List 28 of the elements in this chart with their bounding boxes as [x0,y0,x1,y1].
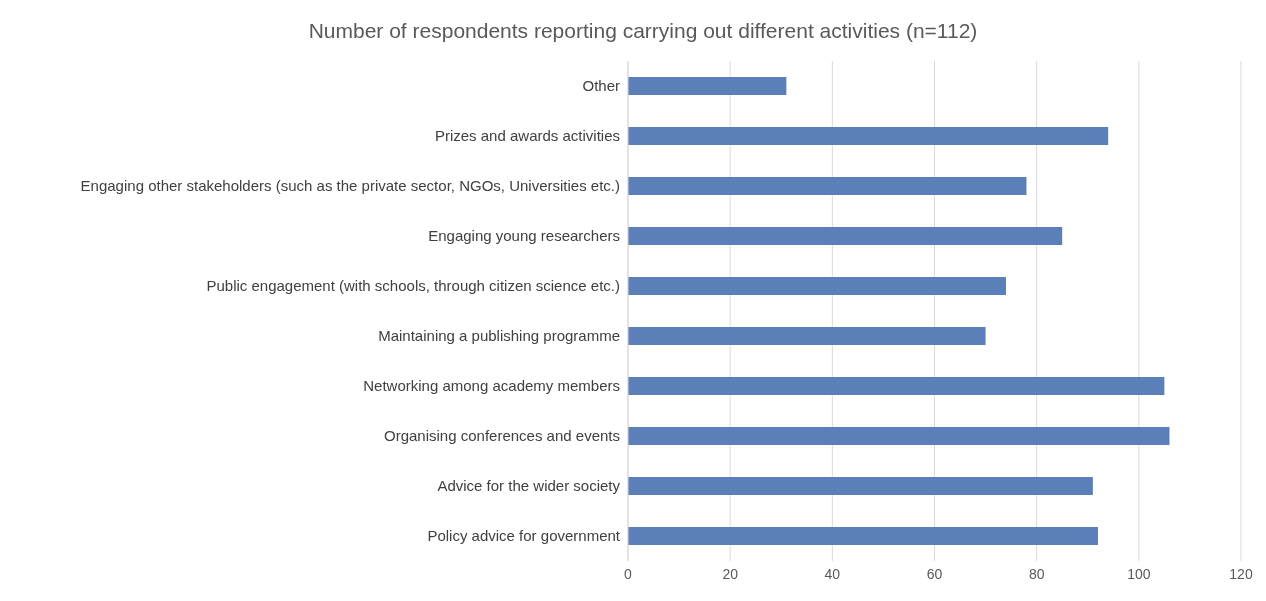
x-tick-label: 120 [1229,565,1253,582]
x-tick-label: 60 [926,565,943,582]
bar [628,477,1093,495]
y-tick-label: Policy advice for government [427,527,621,545]
y-tick-label: Advice for the wider society [437,477,621,495]
x-tick-label: 80 [1028,565,1045,582]
y-tick-label: Networking among academy members [363,377,620,395]
x-tick-label: 100 [1127,565,1151,582]
y-tick-label: Organising conferences and events [384,427,620,445]
bar [628,327,986,345]
bar [628,527,1098,545]
x-tick-label: 0 [624,565,633,582]
y-tick-label: Maintaining a publishing programme [378,327,620,345]
x-tick-label: 20 [722,565,739,582]
bar [628,277,1007,295]
y-tick-label: Other [582,77,620,95]
y-tick-label: Engaging other stakeholders (such as the private sector, NGOs, Universities etc.) [80,177,620,195]
bar [628,177,1027,195]
bar [628,377,1165,395]
x-tick-label: 40 [824,565,841,582]
bar [628,127,1109,145]
y-tick-label: Engaging young researchers [428,227,620,245]
bar [628,77,787,95]
y-tick-label: Prizes and awards activities [434,127,620,145]
y-tick-label: Public engagement (with schools, through citizen science etc.) [206,277,620,295]
bar [628,227,1063,245]
chart-title: Number of respondents reporting carrying out different activities (n=112) [307,18,979,44]
bar [628,427,1170,445]
